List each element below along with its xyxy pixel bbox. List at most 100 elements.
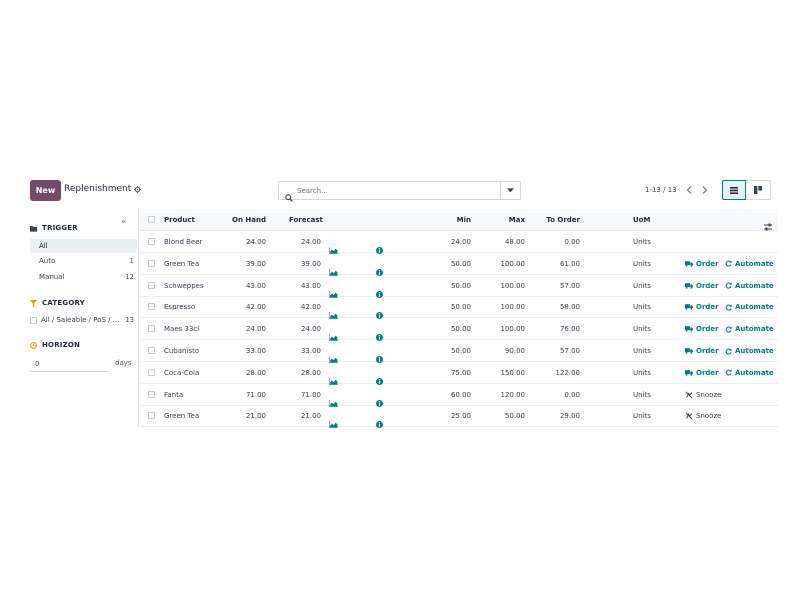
automate-button[interactable]: Automate bbox=[725, 282, 774, 290]
gear-icon[interactable] bbox=[134, 185, 142, 193]
chart-icon[interactable] bbox=[328, 239, 338, 255]
facet-count: 12 bbox=[125, 273, 134, 281]
row-checkbox[interactable] bbox=[148, 281, 155, 289]
order-button[interactable]: Order bbox=[685, 303, 719, 311]
info-icon[interactable] bbox=[376, 370, 383, 385]
chart-icon[interactable] bbox=[328, 413, 338, 429]
row-checkbox[interactable] bbox=[148, 347, 155, 354]
category-filter-item[interactable]: All / Saleable / PoS / ... 13 bbox=[30, 314, 137, 326]
forecast-cell: 43.00 bbox=[300, 281, 321, 290]
info-icon[interactable] bbox=[376, 239, 383, 254]
search-options-toggle[interactable] bbox=[500, 182, 520, 199]
uom-cell: Units bbox=[633, 347, 651, 355]
column-header-max[interactable]: Max bbox=[508, 216, 525, 224]
automate-button[interactable]: Automate bbox=[725, 325, 774, 333]
table-row[interactable]: Espresso 42.00 42.00 50.00 100.00 58.00 Units O… bbox=[140, 296, 778, 320]
table-row[interactable]: Green Tea 21.00 21.00 25.00 50.00 29.00 Units S… bbox=[140, 405, 778, 429]
on-hand-cell: 39.00 bbox=[245, 259, 266, 268]
chart-icon[interactable] bbox=[328, 370, 338, 386]
info-icon[interactable] bbox=[376, 348, 383, 363]
info-icon[interactable] bbox=[376, 283, 383, 298]
uom-cell: Units bbox=[633, 303, 651, 312]
list-view-button[interactable] bbox=[722, 180, 746, 200]
info-icon[interactable] bbox=[376, 304, 383, 320]
chart-icon[interactable] bbox=[328, 392, 338, 408]
column-header-min[interactable]: Min bbox=[456, 216, 471, 224]
row-checkbox[interactable] bbox=[148, 259, 155, 267]
column-header-to-order[interactable]: To Order bbox=[546, 216, 580, 224]
forecast-cell: 42.00 bbox=[300, 303, 321, 312]
row-checkbox[interactable] bbox=[148, 368, 155, 376]
table-row[interactable]: Blond Beer 24.00 24.00 24.00 48.00 0.00 Units bbox=[140, 231, 778, 255]
table-row[interactable]: Schweppes 43.00 43.00 50.00 100.00 57.00 Units… bbox=[140, 275, 778, 299]
folder-icon bbox=[30, 225, 37, 232]
info-icon[interactable] bbox=[376, 261, 383, 276]
automate-label: Automate bbox=[735, 325, 774, 334]
kanban-view-button[interactable] bbox=[746, 180, 771, 200]
row-checkbox[interactable] bbox=[148, 303, 155, 311]
column-header-product[interactable]: Product bbox=[164, 216, 195, 224]
snooze-button[interactable]: Snooze bbox=[685, 391, 721, 399]
uom-cell: Units bbox=[633, 368, 651, 377]
optional-columns-icon[interactable] bbox=[764, 216, 772, 235]
forecast-cell: 21.00 bbox=[300, 412, 321, 421]
min-cell: 25.00 bbox=[450, 412, 471, 421]
uom-cell: Units bbox=[633, 281, 651, 290]
row-checkbox[interactable] bbox=[148, 412, 155, 420]
refresh-icon bbox=[725, 326, 732, 333]
info-icon[interactable] bbox=[376, 413, 383, 429]
search-panel bbox=[22, 209, 139, 427]
trigger-filter-auto[interactable]: Auto 1 bbox=[30, 254, 137, 268]
order-button[interactable]: Order bbox=[685, 347, 719, 355]
table-row[interactable]: Maes 33cl 24.00 24.00 50.00 100.00 76.00 Units… bbox=[140, 318, 778, 342]
chart-icon[interactable] bbox=[328, 326, 338, 342]
new-button[interactable]: New bbox=[30, 180, 61, 201]
row-checkbox[interactable] bbox=[148, 390, 155, 398]
table-row[interactable]: Cubanisto 33.00 33.00 50.00 90.00 57.00 Units O… bbox=[140, 340, 778, 364]
pager-next-button[interactable] bbox=[699, 183, 711, 197]
chart-icon[interactable] bbox=[328, 304, 338, 320]
info-icon[interactable] bbox=[376, 326, 383, 342]
max-cell: 90.00 bbox=[504, 347, 525, 355]
order-button[interactable]: Order bbox=[685, 369, 719, 377]
facet-label: Manual bbox=[39, 273, 65, 281]
automate-button[interactable]: Automate bbox=[725, 303, 774, 311]
pager-value[interactable]: 1-13 / 13 bbox=[645, 186, 677, 194]
search-input[interactable] bbox=[297, 186, 487, 195]
horizon-input[interactable] bbox=[30, 356, 109, 372]
snooze-button[interactable]: Snooze bbox=[685, 412, 721, 420]
row-checkbox[interactable] bbox=[148, 238, 155, 245]
order-label: Order bbox=[696, 303, 719, 312]
chart-icon[interactable] bbox=[328, 348, 338, 364]
max-cell: 50.00 bbox=[504, 412, 525, 421]
column-header-uom[interactable]: UoM bbox=[633, 216, 651, 224]
product-cell: Schweppes bbox=[164, 281, 204, 290]
order-button[interactable]: Order bbox=[685, 325, 719, 333]
table-row[interactable]: Fanta 71.00 71.00 60.00 120.00 0.00 Units Snooz… bbox=[140, 384, 778, 408]
table-row[interactable]: Coca-Cola 28.00 28.00 75.00 150.00 122.00 Unit… bbox=[140, 362, 778, 386]
order-button[interactable]: Order bbox=[685, 282, 719, 290]
min-cell: 50.00 bbox=[450, 303, 471, 312]
column-header-on-hand[interactable]: On Hand bbox=[232, 216, 266, 224]
select-all-checkbox[interactable] bbox=[148, 216, 155, 223]
search-bar bbox=[278, 181, 521, 202]
pager-previous-button[interactable] bbox=[683, 183, 695, 197]
clock-icon bbox=[30, 341, 37, 349]
automate-button[interactable]: Automate bbox=[725, 347, 774, 355]
to-order-cell: 29.00 bbox=[559, 412, 580, 421]
row-checkbox[interactable] bbox=[148, 325, 155, 333]
column-header-forecast[interactable]: Forecast bbox=[289, 216, 323, 224]
trigger-filter-manual[interactable]: Manual 12 bbox=[30, 270, 137, 284]
collapse-icon[interactable]: « bbox=[121, 217, 127, 227]
order-button[interactable]: Order bbox=[685, 260, 719, 268]
chart-icon[interactable] bbox=[328, 283, 338, 299]
trigger-filter-all[interactable]: All bbox=[30, 239, 137, 253]
automate-button[interactable]: Automate bbox=[725, 369, 774, 377]
info-icon[interactable] bbox=[376, 392, 383, 407]
automate-button[interactable]: Automate bbox=[725, 260, 774, 268]
category-checkbox[interactable] bbox=[30, 316, 37, 324]
table-row[interactable]: Green Tea 39.00 39.00 50.00 100.00 61.00 Units… bbox=[140, 253, 778, 277]
uom-cell: Units bbox=[633, 238, 651, 246]
table-header: Product On Hand Forecast Min Max To Orde… bbox=[140, 209, 778, 231]
chart-icon[interactable] bbox=[328, 261, 338, 277]
